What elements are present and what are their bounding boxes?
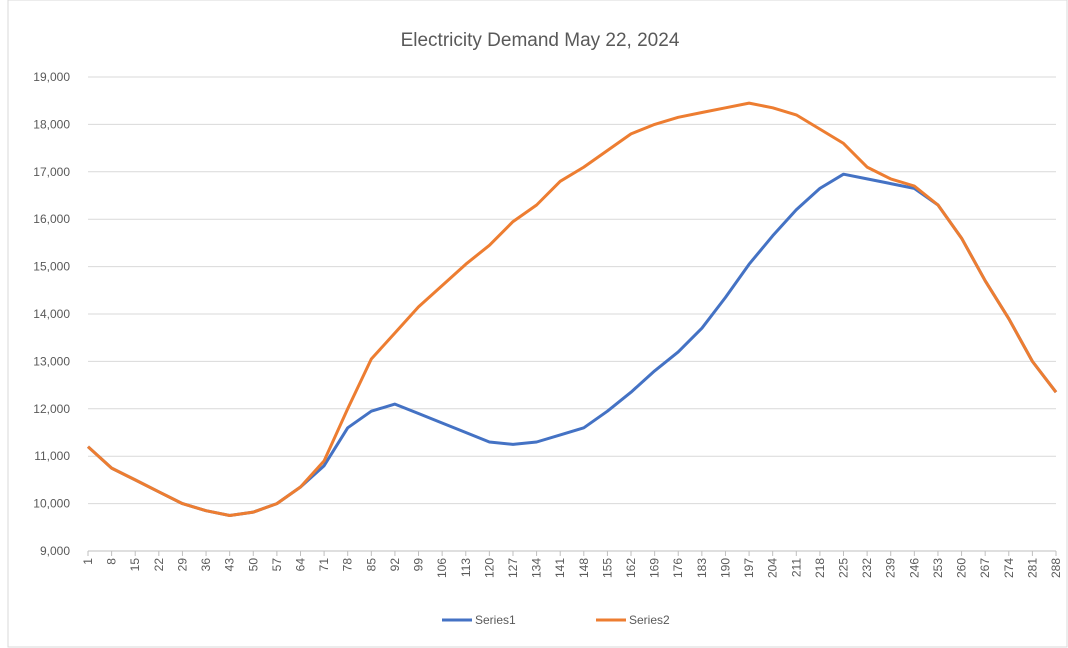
- x-tick-label: 155: [600, 558, 614, 578]
- x-tick-label: 239: [884, 558, 898, 578]
- y-tick-label: 9,000: [40, 544, 70, 558]
- x-tick-label: 50: [246, 558, 260, 572]
- y-tick-label: 17,000: [33, 165, 70, 179]
- x-tick-label: 169: [648, 558, 662, 578]
- x-tick-label: 148: [577, 558, 591, 578]
- y-tick-label: 12,000: [33, 402, 70, 416]
- x-tick-label: 8: [105, 558, 119, 565]
- x-tick-label: 85: [364, 558, 378, 572]
- x-tick-label: 43: [223, 558, 237, 572]
- y-tick-label: 11,000: [34, 449, 70, 463]
- x-tick-label: 29: [175, 558, 189, 572]
- y-tick-label: 18,000: [33, 117, 70, 131]
- series-line: [86, 101, 1058, 517]
- chart-frame: [7, 0, 1068, 648]
- x-tick-label: 15: [128, 558, 142, 572]
- x-tick-label: 183: [695, 558, 709, 578]
- x-tick-label: 106: [435, 558, 449, 578]
- x-tick-label: 232: [860, 558, 874, 578]
- x-tick-label: 288: [1049, 558, 1063, 578]
- x-tick-label: 36: [199, 558, 213, 572]
- y-tick-label: 13,000: [33, 354, 70, 368]
- x-tick-label: 1: [81, 558, 95, 565]
- x-tick-label: 120: [482, 558, 496, 578]
- y-tick-label: 10,000: [33, 497, 70, 511]
- x-tick-label: 99: [412, 558, 426, 572]
- x-tick-label: 204: [766, 558, 780, 578]
- x-tick-label: 274: [1002, 558, 1016, 578]
- x-tick-label: 78: [341, 558, 355, 572]
- legend-label: Series2: [629, 613, 670, 627]
- x-tick-label: 176: [671, 558, 685, 578]
- y-tick-label: 16,000: [33, 212, 70, 226]
- x-tick-label: 92: [388, 558, 402, 572]
- x-tick-label: 190: [718, 558, 732, 578]
- x-tick-label: 260: [955, 558, 969, 578]
- legend-label: Series1: [475, 613, 516, 627]
- x-tick-label: 64: [293, 558, 307, 572]
- x-tick-label: 218: [813, 558, 827, 578]
- x-tick-label: 127: [506, 558, 520, 578]
- x-tick-label: 281: [1025, 558, 1039, 578]
- x-tick-label: 141: [553, 558, 567, 578]
- x-tick-label: 246: [907, 558, 921, 578]
- x-tick-label: 134: [530, 558, 544, 578]
- x-tick-label: 71: [317, 558, 331, 572]
- x-tick-label: 211: [789, 558, 803, 577]
- y-tick-label: 14,000: [33, 307, 70, 321]
- x-tick-label: 57: [270, 558, 284, 572]
- chart-title: Electricity Demand May 22, 2024: [401, 30, 680, 51]
- y-tick-label: 19,000: [33, 70, 70, 84]
- x-tick-label: 22: [152, 558, 166, 572]
- x-tick-label: 162: [624, 558, 638, 578]
- x-tick-label: 253: [931, 558, 945, 578]
- x-tick-label: 197: [742, 558, 756, 578]
- x-tick-label: 113: [459, 558, 473, 577]
- y-tick-label: 15,000: [33, 260, 70, 274]
- x-tick-label: 267: [978, 558, 992, 578]
- x-tick-label: 225: [837, 558, 851, 578]
